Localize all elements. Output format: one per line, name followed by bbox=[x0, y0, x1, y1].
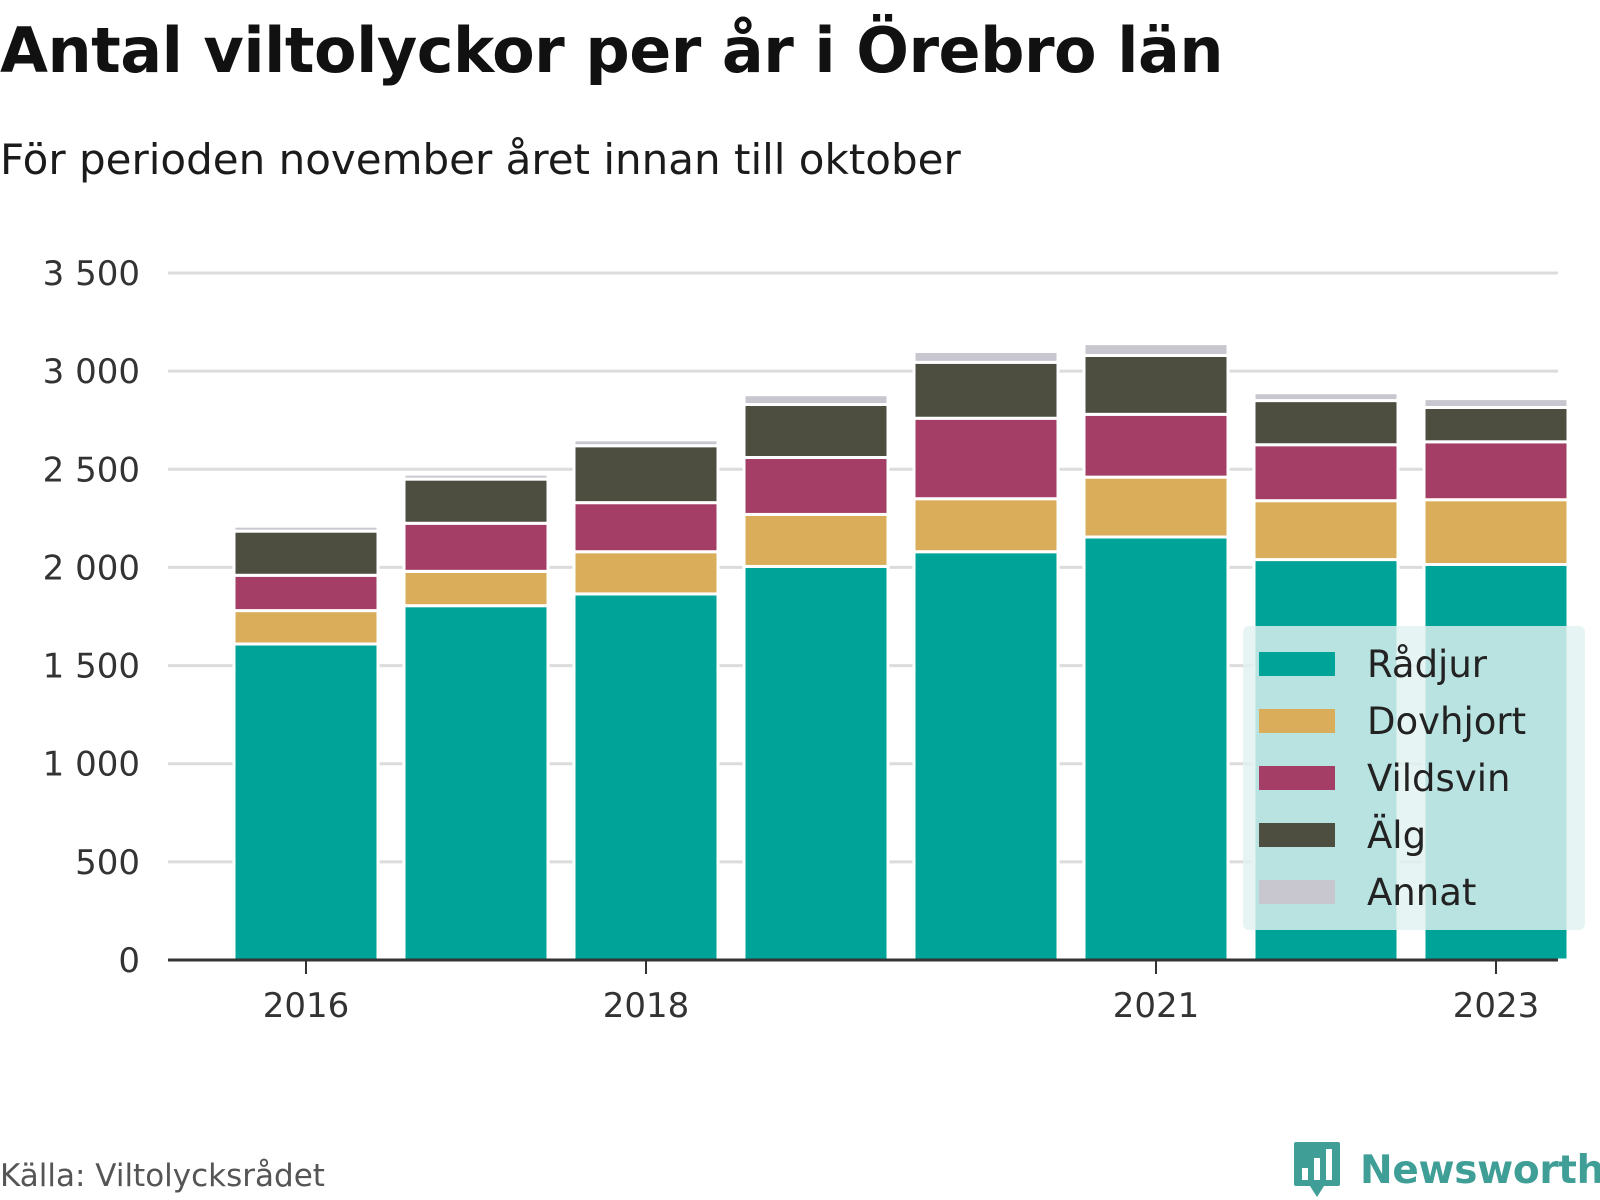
bar-segment bbox=[402, 604, 550, 962]
bar-segment bbox=[402, 521, 550, 573]
y-tick-label: 500 bbox=[75, 843, 140, 883]
legend-item: Annat bbox=[1259, 864, 1476, 920]
x-axis-ticks: 2016 2018 2021 2023 bbox=[263, 960, 1540, 1026]
chart-title: Antal viltolyckor per år i Örebro län bbox=[0, 14, 1223, 87]
legend-label: Vildsvin bbox=[1367, 756, 1511, 800]
bar-segment bbox=[742, 456, 890, 516]
legend-label: Rådjur bbox=[1367, 642, 1487, 686]
bar-segment bbox=[1082, 475, 1230, 539]
bar-segment bbox=[912, 350, 1060, 364]
bar-segment bbox=[402, 472, 550, 481]
bar-segment bbox=[1082, 353, 1230, 416]
bar-chart-speech-bubble-icon bbox=[1294, 1142, 1340, 1197]
legend-swatch bbox=[1259, 880, 1335, 904]
brand-logo: Newsworthy bbox=[1292, 1140, 1600, 1200]
legend-label: Dovhjort bbox=[1367, 699, 1527, 743]
x-tick-label: 2016 bbox=[263, 986, 350, 1026]
bar-segment bbox=[232, 524, 380, 533]
x-tick-label: 2018 bbox=[603, 986, 690, 1026]
bar-segment bbox=[232, 529, 380, 577]
bar-segment bbox=[1252, 399, 1400, 447]
y-tick-label: 1 000 bbox=[43, 745, 140, 785]
bar-segment bbox=[232, 609, 380, 646]
bar-segment bbox=[1252, 443, 1400, 503]
legend-swatch bbox=[1259, 709, 1335, 733]
legend-swatch bbox=[1259, 652, 1335, 676]
y-tick-label: 3 000 bbox=[43, 352, 140, 392]
bar-segment bbox=[1252, 391, 1400, 403]
bar-segment bbox=[912, 360, 1060, 420]
legend-swatch bbox=[1259, 823, 1335, 847]
y-tick-label: 1 500 bbox=[43, 647, 140, 687]
y-tick-label: 2 000 bbox=[43, 548, 140, 588]
legend-swatch bbox=[1259, 766, 1335, 790]
source-note: Källa: Viltolycksrådet bbox=[0, 1158, 325, 1194]
bar-segment bbox=[1082, 412, 1230, 479]
bar-segment bbox=[1422, 498, 1570, 566]
chart-legend: Rådjur Dovhjort Vildsvin Älg Annat bbox=[1243, 626, 1585, 930]
bar-segment bbox=[1082, 535, 1230, 962]
brand-name: Newsworthy bbox=[1360, 1147, 1600, 1193]
legend-label: Annat bbox=[1367, 870, 1477, 914]
y-tick-label: 3 500 bbox=[43, 254, 140, 294]
bar-segment bbox=[742, 512, 890, 568]
bar-segment bbox=[402, 569, 550, 608]
y-axis-ticks: 0 500 1 000 1 500 2 000 2 500 3 000 3 500 bbox=[43, 254, 140, 981]
chart-subtitle: För perioden november året innan till ok… bbox=[0, 135, 961, 184]
bar-segment bbox=[1082, 342, 1230, 357]
bar-segment bbox=[912, 550, 1060, 962]
legend-item: Rådjur bbox=[1259, 636, 1487, 692]
bar-segment bbox=[1422, 440, 1570, 502]
bar-segment bbox=[572, 444, 720, 505]
x-tick-label: 2023 bbox=[1453, 986, 1540, 1026]
bar-segment bbox=[742, 564, 890, 962]
bar-segment bbox=[232, 642, 380, 962]
y-tick-label: 0 bbox=[118, 941, 140, 981]
bar-segment bbox=[912, 416, 1060, 501]
bar-segment bbox=[1422, 405, 1570, 444]
bar-segment bbox=[572, 501, 720, 554]
legend-item: Vildsvin bbox=[1259, 750, 1510, 806]
x-tick-label: 2021 bbox=[1113, 986, 1200, 1026]
bar-segment bbox=[572, 592, 720, 962]
bar-segment bbox=[232, 573, 380, 613]
legend-label: Älg bbox=[1367, 813, 1427, 857]
bar-segment bbox=[572, 438, 720, 448]
bar-segment bbox=[912, 497, 1060, 554]
legend-item: Älg bbox=[1259, 807, 1426, 863]
bar-segment bbox=[1422, 397, 1570, 409]
bar-segment bbox=[402, 477, 550, 525]
bar-segment bbox=[1252, 499, 1400, 562]
bar-segment bbox=[572, 550, 720, 596]
bar-segment bbox=[742, 393, 890, 407]
y-tick-label: 2 500 bbox=[43, 450, 140, 490]
bar-segment bbox=[742, 403, 890, 460]
legend-item: Dovhjort bbox=[1259, 693, 1526, 749]
